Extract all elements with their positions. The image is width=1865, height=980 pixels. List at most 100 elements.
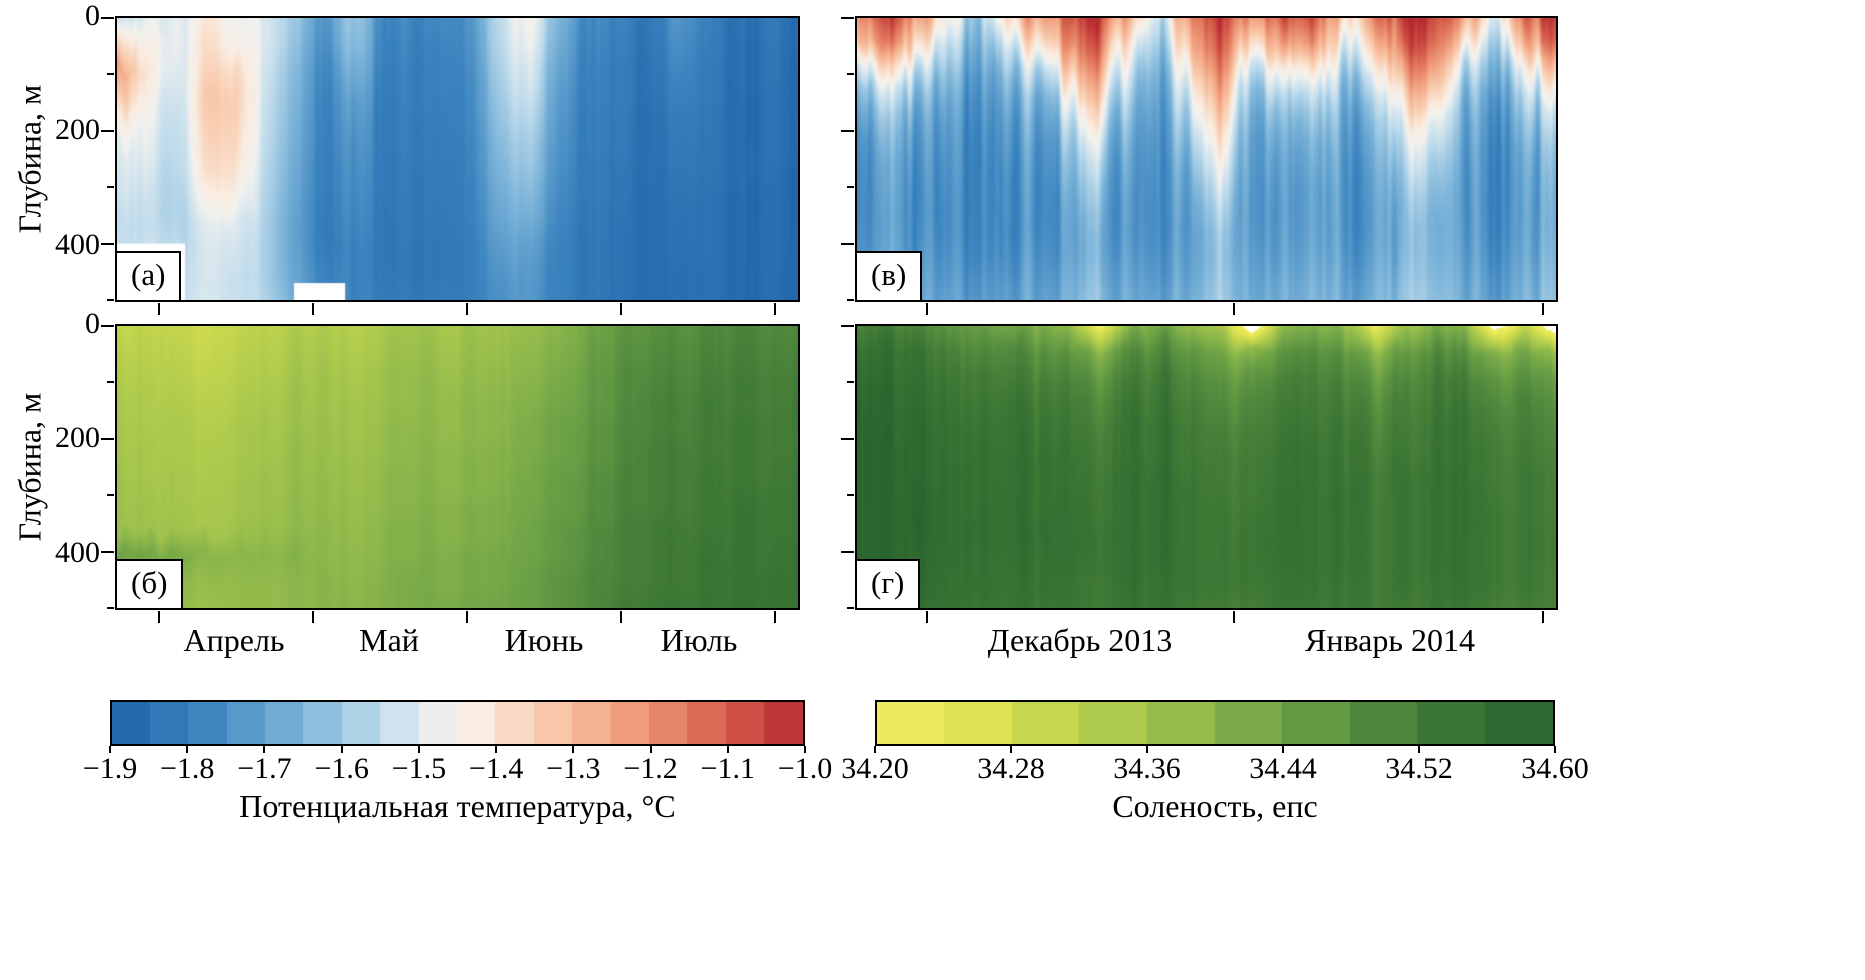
heatmap-canvas-temperature-spring [117, 18, 798, 300]
colorbar-tick-label: 34.36 [1113, 752, 1181, 785]
colorbar-gradient-salinity [875, 700, 1555, 746]
y-tick-label: 200 [55, 421, 100, 454]
y-axis-title-top: Глубина, м [11, 84, 48, 234]
x-tick-mark [925, 611, 928, 623]
colorbar-tick-label: −1.0 [777, 752, 833, 785]
x-tick-mark [157, 611, 160, 623]
x-tick-mark [773, 303, 776, 315]
panel-label-text: (а) [131, 256, 166, 292]
colorbar-tick-mark [1282, 746, 1284, 753]
colorbar-tick-mark [804, 746, 806, 753]
colorbar-tick-mark [1146, 746, 1148, 753]
y-tick-mark-minor [107, 607, 114, 609]
colorbar-tick-mark [726, 746, 729, 753]
x-tick-mark [466, 303, 469, 315]
x-label-january-2014: Январь 2014 [1305, 622, 1475, 658]
x-label-april: Апрель [183, 622, 285, 658]
x-label-december-2013: Декабрь 2013 [987, 622, 1173, 658]
panel-label-box: (г) [855, 558, 921, 610]
y-tick-mark-major [101, 550, 114, 553]
panel-temperature-spring: (а) [101, 16, 800, 315]
colorbar-tick-label: −1.7 [237, 752, 292, 785]
y-tick-mark-minor [847, 381, 854, 384]
y-tick-mark-minor [107, 73, 114, 76]
x-tick-mark [157, 303, 160, 315]
colorbar-title-salinity: Соленость, епс [1112, 788, 1318, 824]
colorbar-tick-label: −1.8 [160, 752, 215, 785]
y-tick-mark-minor [847, 186, 854, 189]
y-tick-label: 400 [55, 228, 100, 261]
y-tick-label: 200 [55, 113, 100, 146]
colorbar-tick-labels: −1.9 −1.8 −1.7 −1.6 −1.5 −1.4 −1.3 −1.2 −1.1 −1.0 [83, 752, 832, 786]
colorbar-tick-label: −1.3 [546, 752, 601, 785]
colorbar-tick-mark [1418, 746, 1420, 753]
colorbar-tick-mark [1554, 746, 1556, 753]
colorbar-tick-label: −1.2 [623, 752, 678, 785]
colorbar-salinity: 34.20 34.28 34.36 34.44 34.52 34.60 Соленость… [841, 700, 1589, 840]
x-tick-mark [1233, 303, 1236, 315]
y-tick-mark-major [101, 242, 114, 245]
colorbar-tick-label: −1.5 [391, 752, 447, 785]
colorbar-tick-label: 34.28 [977, 752, 1045, 785]
y-tick-label: 0 [85, 0, 100, 32]
colorbar-title-temperature: Потенциальная температура, °C [239, 788, 676, 824]
colorbar-tick-label: 34.52 [1385, 752, 1453, 785]
x-tick-mark [619, 303, 622, 315]
x-label-july: Июль [660, 622, 738, 658]
y-tick-mark-minor [847, 299, 854, 301]
y-tick-mark-major [101, 437, 114, 440]
y-tick-mark-major [101, 325, 114, 327]
y-tick-mark-minor [107, 381, 114, 384]
colorbar-tick-labels: 34.20 34.28 34.36 34.44 34.52 34.60 [841, 752, 1589, 786]
colorbar-tick-mark [874, 746, 876, 753]
y-tick-mark-minor [847, 73, 854, 76]
panel-temperature-winter: (в) [841, 16, 1558, 315]
colorbar-tick-mark [186, 746, 189, 753]
colorbar-tick-label: −1.6 [314, 752, 369, 785]
panel-salinity-spring: (б) [101, 324, 800, 623]
colorbar-temperature: −1.9 −1.8 −1.7 −1.6 −1.5 −1.4 −1.3 −1.2 −1.1 −1.0… [83, 700, 832, 840]
colorbar-tick-mark [109, 746, 111, 753]
colorbar-tick-mark [1010, 746, 1012, 753]
panel-label-text: (б) [131, 564, 168, 600]
x-tick-mark [1542, 303, 1545, 315]
x-tick-mark [1542, 611, 1545, 623]
y-tick-mark-major [101, 129, 114, 132]
y-tick-mark-minor [107, 494, 114, 497]
colorbar-tick-mark [649, 746, 652, 753]
heatmap-canvas-salinity-winter [857, 326, 1556, 608]
y-tick-mark-minor [847, 607, 854, 609]
x-tick-mark [312, 303, 315, 315]
colorbar-tick-label: −1.4 [468, 752, 524, 785]
heatmap-canvas-salinity-spring [117, 326, 798, 608]
x-tick-mark [619, 611, 622, 623]
y-tick-mark-minor [107, 186, 114, 189]
colorbar-tick-label: 34.60 [1521, 752, 1589, 785]
colorbar-tick-label: 34.44 [1249, 752, 1317, 785]
x-tick-mark [466, 611, 469, 623]
y-tick-mark-major [841, 325, 854, 327]
panel-label-box: (б) [115, 558, 184, 610]
colorbar-tick-label: −1.9 [82, 752, 138, 785]
colorbar-tick-label: −1.1 [700, 752, 755, 785]
y-tick-mark-major [841, 550, 854, 553]
colorbar-gradient-temperature [110, 700, 805, 746]
colorbar-tick-mark [340, 746, 343, 753]
panel-salinity-winter: (г) [841, 324, 1558, 623]
colorbar-tick-mark [263, 746, 266, 753]
y-axis-title-bottom: Глубина, м [11, 392, 48, 542]
panel-label-text: (г) [871, 564, 905, 600]
colorbar-tick-mark [495, 746, 498, 753]
colorbar-tick-mark [572, 746, 575, 753]
y-tick-label: 0 [85, 307, 100, 340]
y-tick-mark-major [841, 242, 854, 245]
y-tick-mark-major [101, 17, 114, 19]
x-label-june: Июнь [504, 622, 584, 658]
y-tick-mark-major [841, 437, 854, 440]
panel-label-text: (в) [871, 256, 907, 292]
colorbar-tick-mark [417, 746, 420, 753]
heatmap-canvas-temperature-winter [857, 18, 1556, 300]
x-tick-mark [773, 611, 776, 623]
y-tick-mark-minor [847, 494, 854, 497]
